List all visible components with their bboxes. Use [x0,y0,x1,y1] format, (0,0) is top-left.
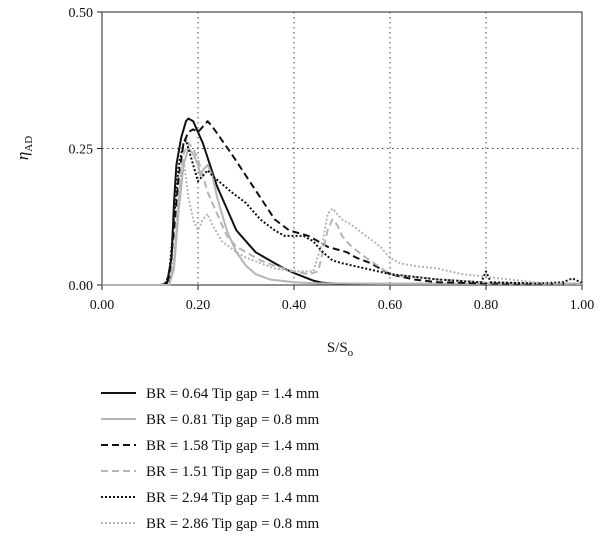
x-tick-label: 0.00 [90,298,115,313]
series-lines [102,117,583,286]
legend-label-4: BR = 1.51 Tip gap = 0.8 mm [146,464,320,480]
y-tick-label: 0.00 [69,279,94,294]
x-axis-label-main: S/S [327,340,348,356]
x-axis-label-subscript: o [348,347,354,359]
y-axis-label: ηAD [13,136,35,160]
x-tick-label: 0.20 [186,298,211,313]
series-line-5 [102,139,583,286]
x-axis-label: S/So [327,340,354,359]
series-line-6 [102,158,583,286]
x-tick-label: 0.40 [282,298,307,313]
y-tick-label: 0.25 [69,143,94,158]
legend: BR = 0.64 Tip gap = 1.4 mm BR = 0.81 Tip … [101,386,320,532]
legend-label-5: BR = 2.94 Tip gap = 1.4 mm [146,490,320,506]
legend-label-6: BR = 2.86 Tip gap = 0.8 mm [146,516,320,532]
y-axis-label-main: η [13,152,32,160]
series-line-2 [102,147,582,286]
x-axis-ticks: 0.00 0.20 0.40 0.60 0.80 1.00 [90,285,595,313]
y-axis-ticks: 0.00 0.25 0.50 [69,6,102,294]
series-line-4 [102,142,583,286]
x-tick-label: 1.00 [570,298,595,313]
x-tick-label: 0.80 [474,298,499,313]
legend-label-2: BR = 0.81 Tip gap = 0.8 mm [146,412,320,428]
legend-label-1: BR = 0.64 Tip gap = 1.4 mm [146,386,320,402]
legend-label-3: BR = 1.58 Tip gap = 1.4 mm [146,438,320,454]
y-tick-label: 0.50 [69,6,94,21]
x-tick-label: 0.60 [378,298,403,313]
y-axis-label-subscript: AD [23,136,35,152]
grid-lines [102,12,582,285]
